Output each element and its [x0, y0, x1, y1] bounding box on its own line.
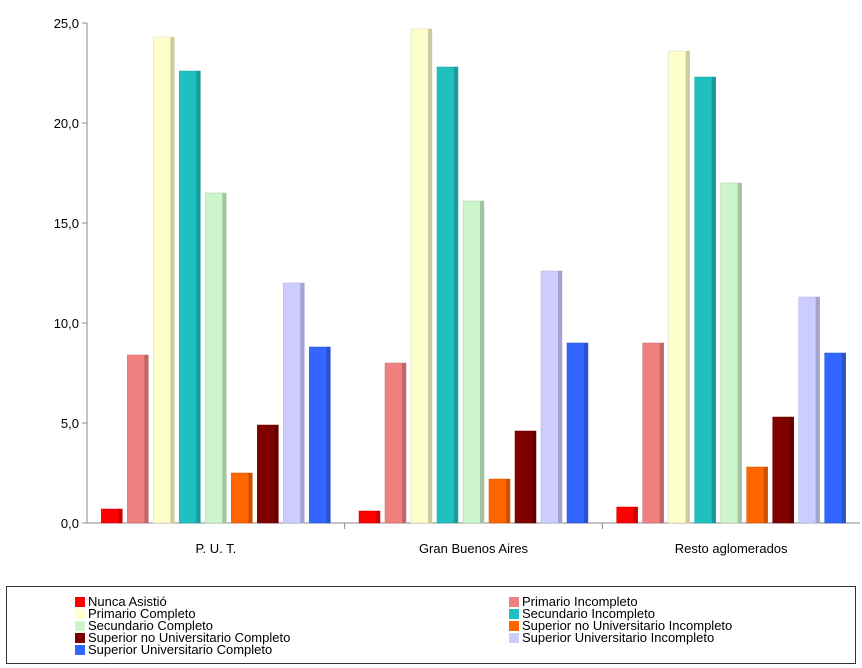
legend-label: Secundario Completo — [88, 618, 214, 633]
legend-label: Superior Universitario Incompleto — [522, 630, 715, 645]
legend-swatch — [509, 608, 519, 619]
legend-label: Secundario Incompleto — [522, 606, 655, 621]
legend-swatch — [75, 644, 85, 655]
bar-shade — [789, 417, 794, 523]
legend-item: Primario Completo — [75, 607, 196, 620]
legend-label: Primario Incompleto — [522, 594, 638, 609]
legend-label: Nunca Asistió — [88, 594, 167, 609]
legend-item: Secundario Incompleto — [509, 607, 655, 620]
bar-shade — [170, 37, 175, 523]
bar-chart: 0,0 5,0 10,0 15,0 20,0 25,0 P. U. T. Gran Bueno… — [54, 16, 860, 556]
bar-shade — [659, 343, 664, 523]
y-tick-label: 10,0 — [54, 316, 79, 331]
y-tick-label: 0,0 — [61, 516, 79, 531]
bar-shade — [376, 511, 380, 523]
bar-shade — [532, 431, 536, 523]
bar-shade — [428, 29, 432, 523]
legend-label: Primario Completo — [88, 606, 196, 621]
legend-swatch — [509, 596, 519, 607]
bar-shade — [300, 283, 305, 523]
bar-shade — [144, 355, 149, 523]
bar-shade — [558, 271, 562, 523]
bar-shade — [326, 347, 331, 523]
legend-swatch — [75, 596, 85, 607]
legend-item: Superior Universitario Incompleto — [509, 631, 714, 644]
bar-shade — [737, 183, 742, 523]
legend-swatch — [75, 632, 85, 643]
bar-shade — [685, 51, 690, 523]
bar-shade — [815, 297, 820, 523]
bar-shade — [274, 425, 279, 523]
y-tick-label: 15,0 — [54, 216, 79, 231]
bar-shade — [222, 193, 227, 523]
legend-swatch — [75, 608, 85, 619]
bar-shade — [454, 67, 458, 523]
legend-item: Nunca Asistió — [75, 595, 167, 608]
bar-shade — [633, 507, 638, 523]
y-tick-label: 20,0 — [54, 116, 79, 131]
chart-legend: Nunca Asistió Primario Incompleto Primario… — [6, 586, 856, 664]
legend-swatch — [75, 620, 85, 631]
y-tick-label: 5,0 — [61, 416, 79, 431]
legend-item: Superior no Universitario Incompleto — [509, 619, 732, 632]
legend-label: Superior no Universitario Incompleto — [522, 618, 733, 633]
bar — [127, 354, 149, 524]
bar-shade — [480, 201, 484, 523]
bar-shade — [763, 467, 768, 523]
x-tick-label: P. U. T. — [195, 541, 236, 556]
bar-shade — [584, 343, 588, 523]
legend-label: Superior Universitario Completo — [88, 642, 273, 657]
x-tick-label: Resto aglomerados — [675, 541, 788, 556]
bar-shade — [711, 77, 716, 523]
bar-shade — [402, 363, 406, 523]
legend-item: Secundario Completo — [75, 619, 213, 632]
legend-label: Superior no Universitario Completo — [88, 630, 291, 645]
legend-swatch — [509, 632, 519, 643]
legend-item: Superior no Universitario Completo — [75, 631, 290, 644]
bar-shade — [118, 509, 123, 523]
legend-item: Superior Universitario Completo — [75, 643, 272, 656]
bar-shade — [506, 479, 510, 523]
legend-item: Primario Incompleto — [509, 595, 638, 608]
bar-shade — [841, 353, 846, 523]
bar-shade — [196, 71, 201, 523]
legend-swatch — [509, 620, 519, 631]
x-tick-label: Gran Buenos Aires — [419, 541, 529, 556]
y-tick-label: 25,0 — [54, 16, 79, 31]
bar-shade — [248, 473, 253, 523]
